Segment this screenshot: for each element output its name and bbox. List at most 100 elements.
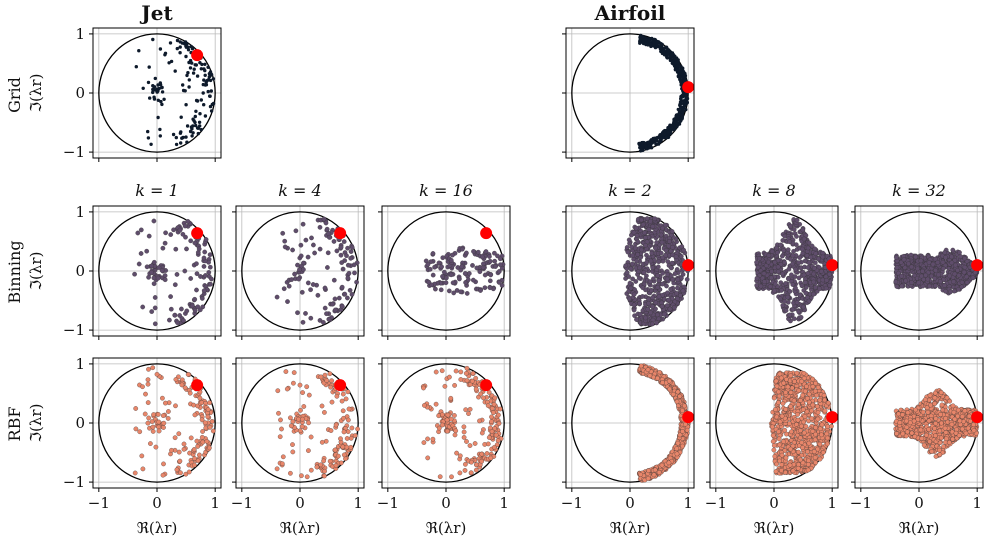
data-point bbox=[168, 41, 173, 45]
data-point bbox=[775, 274, 781, 280]
data-point bbox=[918, 258, 924, 264]
data-point bbox=[305, 280, 311, 286]
data-point bbox=[766, 253, 772, 258]
data-point bbox=[962, 264, 968, 270]
data-point bbox=[496, 421, 502, 426]
data-point bbox=[465, 277, 471, 283]
data-point bbox=[315, 292, 321, 298]
data-point bbox=[440, 422, 445, 428]
data-point bbox=[282, 238, 288, 244]
data-point bbox=[183, 471, 189, 477]
data-point bbox=[134, 65, 138, 69]
panel-title: k = 8 bbox=[752, 181, 795, 200]
ytick-label: 1 bbox=[75, 25, 85, 43]
data-point bbox=[192, 296, 198, 302]
data-point bbox=[654, 138, 658, 143]
panel-binning-airfoil-k8: k = 8 bbox=[706, 181, 839, 340]
data-point bbox=[348, 435, 354, 441]
data-point bbox=[327, 458, 333, 464]
data-point bbox=[194, 109, 198, 114]
data-point bbox=[667, 306, 673, 312]
data-point bbox=[634, 233, 640, 238]
data-point bbox=[641, 38, 645, 43]
data-point bbox=[148, 441, 153, 446]
data-point bbox=[466, 271, 472, 276]
data-point bbox=[133, 406, 139, 411]
data-point bbox=[137, 49, 141, 53]
data-point bbox=[430, 272, 436, 278]
panel-title: k = 2 bbox=[608, 181, 651, 200]
data-point bbox=[293, 228, 299, 234]
data-point bbox=[155, 412, 161, 417]
data-point bbox=[274, 466, 280, 472]
data-point bbox=[675, 68, 679, 72]
data-point bbox=[648, 218, 653, 224]
data-point bbox=[421, 440, 427, 445]
data-point bbox=[432, 264, 437, 270]
data-point bbox=[801, 272, 807, 278]
data-point bbox=[644, 216, 650, 221]
highlight-point bbox=[682, 411, 695, 424]
data-point bbox=[296, 276, 302, 282]
data-point bbox=[208, 281, 213, 287]
data-point bbox=[775, 250, 780, 256]
data-point bbox=[817, 286, 822, 291]
data-point bbox=[199, 296, 205, 301]
data-point bbox=[682, 100, 686, 105]
data-point bbox=[779, 253, 785, 259]
data-point bbox=[675, 389, 681, 395]
highlight-point bbox=[480, 379, 493, 392]
data-point bbox=[146, 274, 151, 280]
data-point bbox=[352, 270, 357, 276]
data-point bbox=[151, 37, 155, 42]
data-point bbox=[137, 429, 143, 435]
data-point bbox=[181, 446, 187, 452]
data-point bbox=[937, 279, 943, 285]
data-point bbox=[298, 253, 304, 259]
data-point bbox=[787, 239, 793, 245]
data-point bbox=[802, 280, 808, 285]
data-point bbox=[310, 282, 316, 287]
data-point bbox=[648, 258, 654, 264]
data-point bbox=[923, 272, 929, 278]
data-point bbox=[808, 254, 814, 260]
data-point bbox=[345, 245, 350, 251]
data-point bbox=[659, 303, 665, 309]
data-point bbox=[893, 255, 899, 260]
data-point bbox=[487, 278, 493, 284]
data-point bbox=[156, 83, 160, 87]
data-point bbox=[638, 363, 644, 369]
data-point bbox=[779, 288, 784, 293]
data-point bbox=[667, 386, 672, 392]
data-point bbox=[288, 415, 293, 421]
data-point bbox=[179, 130, 183, 134]
data-point bbox=[452, 413, 457, 418]
data-point bbox=[628, 266, 634, 272]
data-point bbox=[932, 276, 938, 281]
data-point bbox=[151, 275, 157, 281]
data-point bbox=[430, 251, 436, 256]
data-point bbox=[349, 292, 355, 297]
data-point bbox=[823, 285, 829, 291]
data-point bbox=[496, 412, 501, 418]
data-point bbox=[786, 276, 791, 282]
data-point bbox=[478, 288, 483, 293]
data-point bbox=[782, 299, 788, 304]
data-point bbox=[659, 46, 663, 51]
data-point bbox=[201, 288, 207, 294]
data-point bbox=[155, 275, 161, 281]
data-point bbox=[627, 280, 633, 286]
data-point bbox=[190, 134, 194, 138]
data-point bbox=[634, 317, 639, 322]
data-point bbox=[202, 78, 206, 82]
data-point bbox=[811, 279, 816, 285]
data-point bbox=[151, 412, 156, 417]
data-point bbox=[796, 275, 802, 281]
data-point bbox=[324, 311, 329, 317]
data-point bbox=[201, 91, 205, 95]
data-point bbox=[156, 424, 162, 430]
highlight-point bbox=[682, 81, 695, 94]
data-point bbox=[300, 319, 306, 325]
data-point bbox=[322, 285, 328, 291]
data-point bbox=[274, 294, 280, 300]
